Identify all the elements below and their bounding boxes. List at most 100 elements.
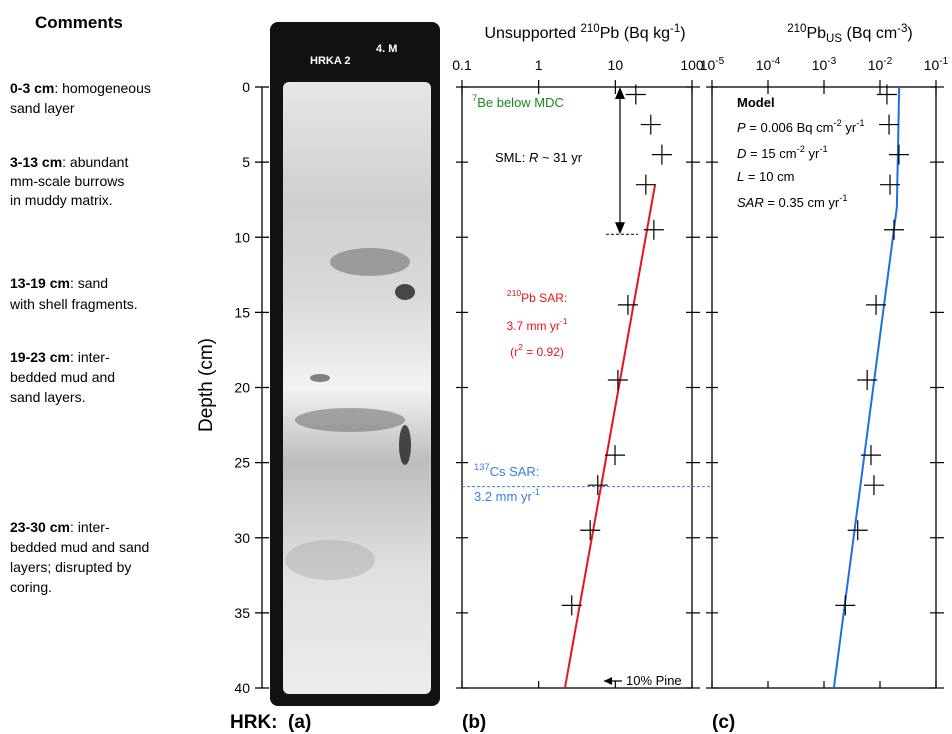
comment-line: sand layer — [10, 100, 75, 116]
text-part: : sand — [70, 275, 108, 291]
x-tick-label-base: 10 — [812, 57, 828, 73]
photo-label: HRKA 2 — [310, 55, 351, 67]
text-part: = 15 cm — [746, 146, 796, 161]
text-part: 3.2 mm yr — [474, 489, 532, 504]
data-point — [876, 84, 897, 105]
annotation: (r2 = 0.92) — [510, 342, 564, 359]
data-point — [617, 294, 638, 315]
data-point — [651, 144, 672, 165]
annotation: 137Cs SAR: — [474, 462, 539, 479]
text-part: Cs SAR: — [490, 464, 540, 479]
y-tick-label: 5 — [242, 154, 250, 170]
text-part: -1 — [560, 316, 568, 326]
x-tick-label: 100 — [680, 57, 704, 73]
data-point — [625, 84, 646, 105]
annotation: 210Pb SAR: — [507, 288, 567, 305]
text-part: 3.7 mm yr — [506, 319, 559, 333]
data-point — [635, 174, 656, 195]
x-tick-label: 10 — [608, 57, 624, 73]
text-part: -1 — [670, 23, 680, 35]
text-part: Pb SAR: — [521, 291, 567, 305]
x-tick-label: 10-4 — [756, 56, 781, 73]
x-tick-label: 10-5 — [700, 56, 725, 73]
data-point — [888, 144, 909, 165]
text-part: US — [826, 33, 842, 45]
panel-title: Unsupported 210Pb (Bq kg-1) — [484, 23, 685, 42]
text-part: -1 — [856, 118, 864, 128]
text-part: ) — [680, 25, 685, 42]
text-part: R — [529, 150, 538, 165]
annotation: SAR = 0.35 cm yr-1 — [737, 193, 848, 210]
y-tick-label: 30 — [234, 530, 250, 546]
text-part: -3 — [897, 23, 907, 35]
text-part: Pb — [806, 25, 826, 42]
fit-line — [832, 86, 901, 689]
comment-line: 3-13 cm: abundant — [10, 154, 128, 170]
x-tick-label-base: 10 — [924, 57, 940, 73]
y-tick-label: 25 — [234, 455, 250, 471]
text-part: -1 — [839, 193, 847, 203]
fit-line — [563, 184, 657, 689]
text-part: : abundant — [62, 154, 128, 170]
text-part: = 0.35 cm yr — [764, 195, 840, 210]
x-tick-label-base: 10 — [868, 57, 884, 73]
text-part: 210 — [581, 23, 600, 35]
annotation: 3.2 mm yr-1 — [474, 487, 540, 504]
comment-line: 0-3 cm: homogeneous — [10, 80, 151, 96]
comment-line: 23-30 cm: inter- — [10, 519, 110, 535]
data-point — [640, 114, 661, 135]
comment-line: sand layers. — [10, 389, 85, 405]
text-part: sand layer — [10, 100, 75, 116]
text-part: -2 — [797, 144, 805, 154]
data-point — [561, 595, 582, 616]
data-point — [884, 219, 905, 240]
annotation: D = 15 cm-2 yr-1 — [737, 144, 828, 161]
comment-line: mm-scale burrows — [10, 173, 124, 189]
data-point — [643, 219, 664, 240]
text-part: 13-19 cm — [10, 275, 70, 291]
data-point — [607, 369, 628, 390]
text-part: Unsupported — [484, 25, 580, 42]
x-tick-label: 10-3 — [812, 56, 837, 73]
annotation: Model — [737, 95, 775, 110]
text-part: = 0.006 Bq cm — [746, 120, 834, 135]
comment-line: 19-23 cm: inter- — [10, 349, 110, 365]
text-part: with shell fragments. — [9, 296, 138, 312]
annotation: 10% Pine — [626, 673, 682, 688]
text-part: 23-30 cm — [10, 519, 70, 535]
text-part: Be below MDC — [477, 95, 564, 110]
text-part: Model — [737, 95, 775, 110]
annotation: P = 0.006 Bq cm-2 yr-1 — [737, 118, 865, 135]
text-part: ~ 31 yr — [538, 150, 582, 165]
x-tick-label: 1 — [535, 57, 543, 73]
text-part: in muddy matrix. — [10, 192, 113, 208]
text-part: coring. — [10, 579, 52, 595]
y-tick-label: 10 — [234, 229, 250, 245]
sml-arrow-head — [615, 222, 625, 235]
panel-title: 210PbUS (Bq cm-3) — [787, 23, 913, 45]
text-part: L — [737, 169, 744, 184]
text-part: bedded mud and — [10, 369, 115, 385]
text-part: (r — [510, 345, 518, 359]
comment-line: layers; disrupted by — [10, 559, 131, 575]
text-part: = 0.92) — [523, 345, 564, 359]
x-tick-label: 0.1 — [452, 57, 472, 73]
annotation: 3.7 mm yr-1 — [506, 316, 567, 333]
data-point — [604, 445, 625, 466]
annotation: 7Be below MDC — [472, 93, 564, 110]
data-point — [580, 520, 601, 541]
panel-label: (b) — [462, 712, 486, 733]
data-point — [835, 595, 856, 616]
text-part: ) — [907, 25, 912, 42]
text-part: SAR — [737, 195, 764, 210]
x-tick-label: 10-2 — [868, 56, 893, 73]
data-point — [847, 520, 868, 541]
core-photo — [270, 22, 440, 706]
text-part: -1 — [532, 487, 540, 497]
text-part: P — [737, 120, 746, 135]
x-tick-label-exp: -2 — [883, 56, 892, 67]
y-tick-label: 0 — [242, 79, 250, 95]
panel-label: HRK: (a) — [230, 712, 311, 733]
text-part: 19-23 cm — [10, 349, 70, 365]
